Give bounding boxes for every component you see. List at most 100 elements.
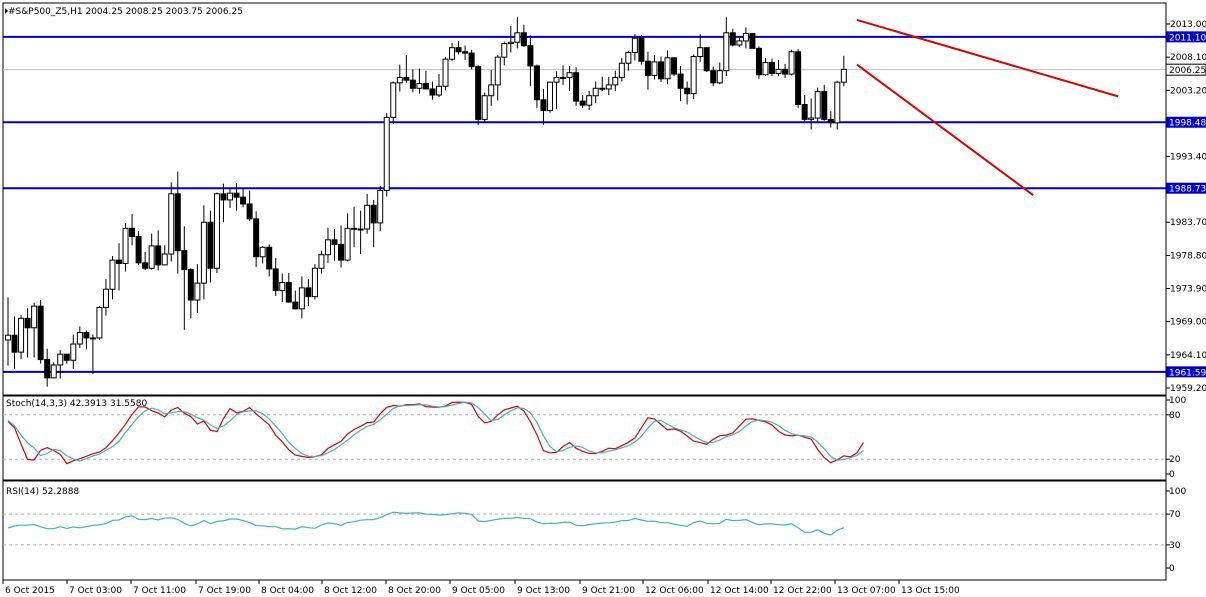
price-tick-label: 1993.40: [1170, 153, 1206, 163]
candle-body: [742, 32, 749, 42]
candle-body: [338, 244, 345, 261]
candle-body: [540, 99, 547, 112]
candle-body: [37, 305, 44, 361]
candle-body: [142, 262, 149, 269]
rsi-tick-label: 100: [1169, 487, 1186, 497]
candle-body: [396, 76, 403, 84]
stoch-tick-label: 0: [1169, 470, 1175, 480]
candle-body: [840, 68, 847, 83]
candle-body: [63, 353, 70, 361]
candle-body: [658, 61, 664, 80]
candle-body: [422, 83, 429, 90]
candle-body: [481, 95, 488, 120]
candle-body: [494, 56, 501, 86]
header-marker-icon: [5, 8, 8, 14]
candle-body: [89, 337, 96, 340]
candle-body: [18, 317, 25, 353]
candle-body: [181, 250, 188, 271]
time-tick-label: 13 Oct 15:00: [901, 586, 960, 596]
time-axis: 6 Oct 2015 7 Oct 03:00 7 Oct 11:00 7 Oct 19…: [2, 580, 960, 596]
price-tick-label: 1983.70: [1170, 218, 1206, 228]
candle-body: [808, 117, 815, 120]
level-label-bg: [1166, 182, 1206, 194]
rsi-lines: [7, 511, 845, 536]
candle-body: [246, 203, 253, 220]
candle-body: [253, 218, 260, 258]
candle-body: [148, 245, 155, 269]
time-tick-label: 13 Oct 07:00: [837, 586, 896, 596]
candle-body: [834, 81, 841, 124]
candle-body: [455, 47, 462, 53]
stoch-tick-label: 20: [1169, 455, 1181, 465]
candle-body: [83, 332, 90, 339]
stoch-pane-frame: [2, 395, 1167, 481]
candle-body: [827, 118, 834, 124]
candle-body: [566, 72, 573, 78]
time-tick-label: 12 Oct 14:00: [710, 586, 769, 596]
candle-body: [488, 84, 495, 97]
candle-body: [76, 332, 83, 345]
price-tick-label: 1969.00: [1170, 318, 1206, 328]
candle-body: [449, 47, 456, 60]
chart-header: #S&P500_Z5,H1 2004.25 2008.25 2003.75 20…: [8, 7, 243, 17]
candle-body: [749, 32, 756, 49]
candle-body: [814, 91, 821, 119]
candle-body: [57, 353, 64, 366]
candle-body: [684, 87, 691, 95]
candle-body: [612, 76, 619, 86]
candle-body: [762, 62, 769, 76]
candle-body: [292, 301, 299, 310]
candle-body: [285, 281, 292, 303]
time-tick-label: 7 Oct 03:00: [69, 586, 122, 596]
time-tick-label: 7 Oct 11:00: [133, 586, 186, 596]
candle-body: [442, 58, 449, 87]
time-tick-label: 8 Oct 04:00: [261, 586, 314, 596]
candle-body: [11, 334, 18, 353]
price-tick-label: 1964.10: [1170, 351, 1206, 361]
main-pane-frame: [2, 2, 1167, 396]
candle-body: [122, 227, 129, 265]
time-tick-label: 6 Oct 2015: [5, 586, 55, 596]
candle-body: [795, 51, 802, 106]
price-tick-label: 1978.80: [1170, 251, 1206, 261]
candle-body: [801, 104, 808, 120]
candle-body: [409, 79, 416, 89]
horizontal-levels: [3, 35, 1166, 373]
candle-body: [266, 246, 273, 270]
candle-body: [116, 259, 123, 265]
candle-body: [220, 193, 227, 201]
candle-body: [553, 76, 560, 83]
time-tick-label: 8 Oct 20:00: [388, 586, 441, 596]
stoch-lines: [7, 401, 864, 465]
candle-body: [546, 81, 553, 112]
candle-body: [174, 193, 181, 252]
candle-body: [671, 57, 678, 75]
candle-body: [677, 73, 684, 89]
candle-body: [527, 45, 534, 67]
candle-body: [44, 359, 51, 379]
candle-body: [200, 221, 207, 284]
current-price-label-bg: [1165, 63, 1206, 76]
level-label: 2011.10: [1169, 33, 1206, 43]
candlesticks: [5, 17, 847, 387]
candle-body: [24, 317, 31, 329]
candle-body: [298, 287, 305, 310]
candle-body: [305, 287, 312, 298]
price-tick-label: 1959.20: [1170, 384, 1206, 394]
candle-body: [155, 245, 162, 266]
candle-body: [435, 85, 442, 96]
level-label-bg: [1166, 116, 1206, 128]
candle-body: [324, 239, 331, 256]
candle-body: [96, 306, 103, 339]
candle-body: [364, 204, 371, 230]
level-label: 1988.73: [1169, 185, 1206, 195]
rsi-tick-label: 70: [1169, 510, 1181, 520]
candle-body: [429, 88, 436, 96]
candle-body: [644, 60, 651, 76]
candle-body: [187, 269, 194, 301]
time-tick-label: 9 Oct 05:00: [452, 586, 505, 596]
candle-body: [769, 62, 776, 74]
candle-body: [168, 193, 175, 255]
candle-body: [344, 227, 351, 261]
